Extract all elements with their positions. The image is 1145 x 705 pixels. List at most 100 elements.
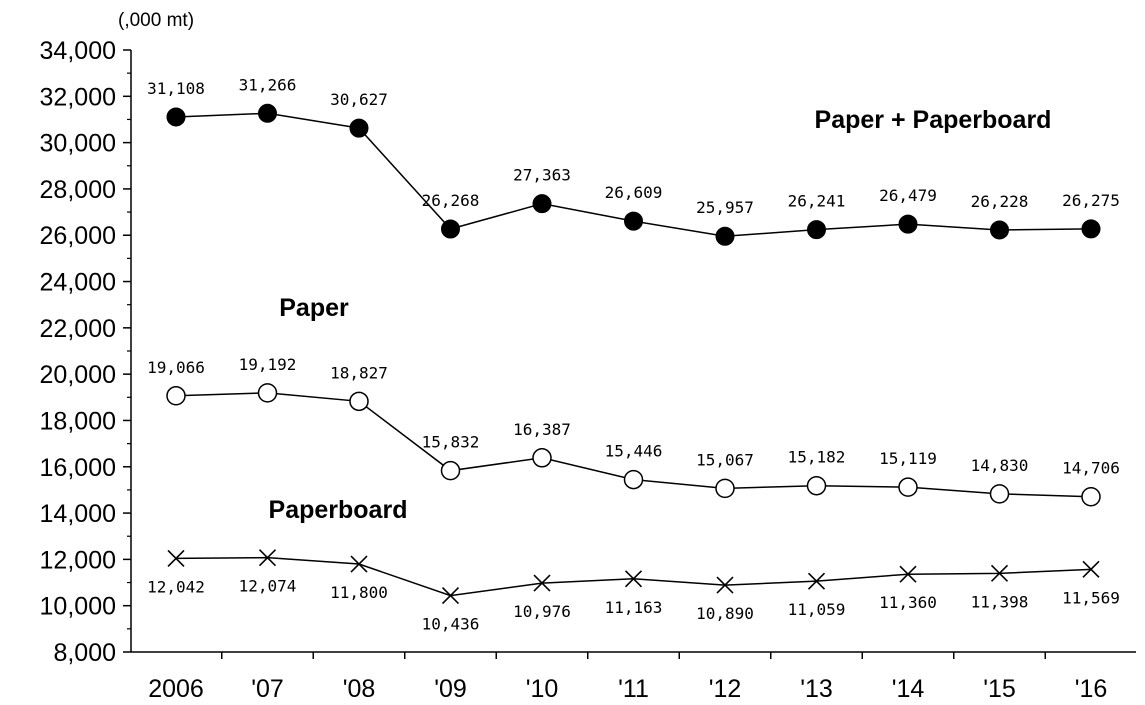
- y-tick-label: 26,000: [40, 222, 116, 250]
- axes: 8,000 10,000 12,000 14,000 16,000 18,000 20,00…: [40, 37, 1136, 703]
- x-tick-label: '11: [618, 675, 649, 703]
- y-tick-label: 32,000: [40, 83, 116, 111]
- x-tick-label: '07: [251, 675, 284, 703]
- data-label: 25,957: [696, 198, 754, 217]
- data-label: 26,609: [605, 183, 663, 202]
- data-point: [715, 478, 735, 499]
- data-point-stroke: [807, 572, 826, 590]
- series-name-label: Paperboard: [269, 496, 408, 524]
- data-point: [623, 469, 644, 490]
- data-point: [532, 194, 552, 214]
- y-tick-label: 22,000: [40, 315, 116, 343]
- data-label: 12,042: [147, 577, 205, 596]
- data-label: 11,360: [879, 593, 937, 612]
- data-point: [807, 220, 826, 240]
- data-label: 10,436: [422, 615, 480, 634]
- y-tick-label: 14,000: [40, 500, 116, 528]
- y-tick-label: 30,000: [40, 130, 116, 158]
- data-label: 14,830: [971, 456, 1029, 475]
- y-tick-label: 24,000: [40, 269, 116, 297]
- data-label: 11,398: [971, 592, 1029, 611]
- data-point: [533, 574, 551, 592]
- data-label: 15,446: [605, 442, 663, 461]
- x-tick-label: '15: [983, 675, 1016, 703]
- data-point: [1081, 486, 1101, 507]
- data-label: 11,569: [1062, 588, 1120, 607]
- data-label: 10,890: [696, 604, 754, 623]
- data-point: [1081, 219, 1101, 239]
- data-point: [166, 386, 186, 406]
- y-tick-label: 16,000: [40, 454, 116, 482]
- y-tick-label: 10,000: [40, 593, 116, 621]
- data-point: [806, 475, 827, 496]
- data-point-stroke: [258, 549, 277, 567]
- data-label: 31,266: [239, 75, 297, 94]
- data-label: 26,268: [422, 191, 480, 210]
- data-label: 15,832: [422, 433, 480, 452]
- y-tick-label: 18,000: [40, 407, 116, 435]
- data-point-stroke: [1082, 560, 1100, 578]
- data-point: [349, 118, 369, 138]
- x-tick-label: '13: [800, 675, 833, 703]
- data-point-stroke: [990, 564, 1009, 582]
- data-point: [990, 564, 1009, 582]
- data-point: [350, 555, 368, 573]
- y-tick-label: 20,000: [40, 361, 116, 389]
- data-point: [166, 107, 186, 127]
- data-point-stroke: [624, 570, 643, 588]
- data-point: [898, 214, 918, 234]
- data-label: 19,066: [147, 358, 205, 377]
- data-point-stroke: [716, 576, 734, 594]
- data-point: [441, 219, 460, 239]
- data-label: 11,163: [605, 598, 663, 617]
- data-label: 26,228: [971, 192, 1029, 211]
- series-name-label: Paper + Paperboard: [815, 106, 1052, 134]
- data-point: [532, 448, 552, 468]
- data-point: [990, 220, 1009, 240]
- data-label: 19,192: [239, 355, 297, 374]
- data-point: [715, 226, 735, 246]
- data-point: [624, 211, 643, 231]
- data-label: 15,119: [879, 449, 937, 468]
- x-tick-label: '08: [343, 675, 376, 703]
- data-point: [624, 570, 643, 588]
- data-label: 30,627: [330, 90, 388, 109]
- data-point: [441, 587, 460, 605]
- series-paperboard: 12,042 12,074 11,800 10,436 10,976 11,163 10,8…: [147, 496, 1120, 634]
- data-label: 11,800: [330, 583, 388, 602]
- x-tick-label: '09: [434, 675, 467, 703]
- x-tick-label: '12: [709, 675, 742, 703]
- data-point-stroke: [441, 587, 460, 605]
- y-tick-label: 28,000: [40, 176, 116, 204]
- y-tick-label: 8,000: [53, 639, 116, 667]
- series-paper-paperboard: 31,108 31,266 30,627 26,268 27,363 26,609 25,9…: [147, 75, 1120, 246]
- data-point: [1082, 560, 1100, 578]
- data-point: [807, 572, 826, 590]
- x-tick-label: '16: [1075, 675, 1108, 703]
- data-label: 26,479: [879, 186, 937, 205]
- data-label: 27,363: [513, 166, 571, 185]
- data-label: 15,067: [696, 450, 754, 469]
- x-tick-label: '14: [892, 675, 925, 703]
- data-point-stroke: [533, 574, 551, 592]
- data-point: [440, 460, 461, 481]
- data-label: 12,074: [239, 577, 297, 596]
- data-label: 26,275: [1062, 191, 1120, 210]
- series-name-label: Paper: [279, 294, 349, 322]
- data-point: [167, 549, 185, 567]
- data-label: 14,706: [1062, 459, 1120, 478]
- series-layer: 31,108 31,266 30,627 26,268 27,363 26,609 25,9…: [147, 75, 1120, 633]
- y-tick-label: 34,000: [40, 37, 116, 65]
- series-line: [175, 556, 1092, 597]
- data-point-stroke: [167, 549, 185, 567]
- data-point: [898, 477, 918, 497]
- data-point: [349, 391, 369, 412]
- data-label: 31,108: [147, 79, 205, 98]
- data-label: 15,182: [788, 448, 846, 467]
- unit-label: (,000 mt): [118, 10, 194, 31]
- data-point: [258, 103, 277, 123]
- data-point: [899, 565, 917, 583]
- data-label: 10,976: [513, 602, 571, 621]
- data-label: 18,827: [330, 363, 388, 382]
